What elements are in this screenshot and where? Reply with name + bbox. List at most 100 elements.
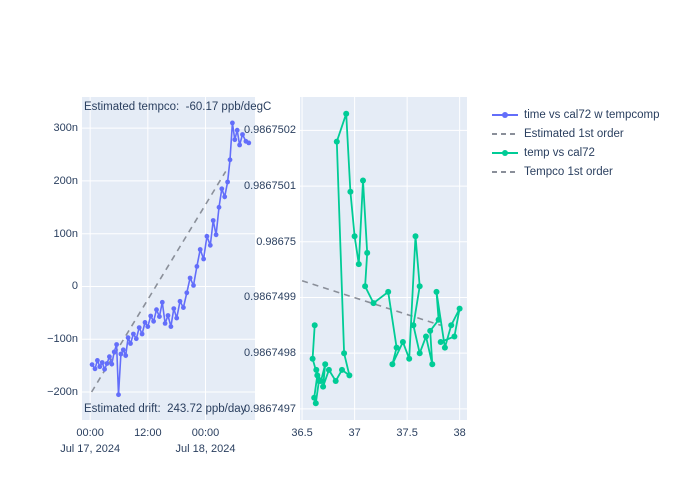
- marker-time-vs-cal72-w-tempcomp[interactable]: [89, 362, 95, 367]
- marker-time-vs-cal72-w-tempcomp[interactable]: [207, 242, 213, 248]
- marker-temp-vs-cal72[interactable]: [451, 333, 458, 340]
- marker-temp-vs-cal72[interactable]: [332, 378, 339, 384]
- marker-time-vs-cal72-w-tempcomp[interactable]: [246, 140, 252, 146]
- marker-time-vs-cal72-w-tempcomp[interactable]: [177, 298, 183, 304]
- marker-time-vs-cal72-w-tempcomp[interactable]: [240, 132, 245, 137]
- marker-temp-vs-cal72[interactable]: [433, 288, 440, 295]
- marker-time-vs-cal72-w-tempcomp[interactable]: [133, 336, 139, 342]
- marker-time-vs-cal72-w-tempcomp[interactable]: [174, 315, 180, 321]
- marker-temp-vs-cal72[interactable]: [385, 288, 392, 295]
- marker-time-vs-cal72-w-tempcomp[interactable]: [95, 358, 100, 363]
- marker-temp-vs-cal72[interactable]: [314, 372, 321, 379]
- temp-scatter-plot-area[interactable]: [300, 97, 467, 420]
- marker-temp-vs-cal72[interactable]: [309, 355, 316, 362]
- marker-time-vs-cal72-w-tempcomp[interactable]: [154, 307, 159, 313]
- marker-time-vs-cal72-w-tempcomp[interactable]: [131, 331, 136, 337]
- marker-time-vs-cal72-w-tempcomp[interactable]: [225, 179, 231, 185]
- trace-temp-vs-cal72[interactable]: [311, 113, 461, 404]
- marker-temp-vs-cal72[interactable]: [339, 366, 345, 373]
- marker-time-vs-cal72-w-tempcomp[interactable]: [197, 247, 203, 252]
- marker-time-vs-cal72-w-tempcomp[interactable]: [234, 127, 240, 133]
- marker-time-vs-cal72-w-tempcomp[interactable]: [104, 361, 110, 366]
- marker-time-vs-cal72-w-tempcomp[interactable]: [136, 325, 142, 330]
- marker-temp-vs-cal72[interactable]: [311, 322, 318, 329]
- marker-temp-vs-cal72[interactable]: [343, 110, 350, 117]
- marker-time-vs-cal72-w-tempcomp[interactable]: [118, 351, 124, 357]
- marker-time-vs-cal72-w-tempcomp[interactable]: [219, 186, 225, 192]
- marker-time-vs-cal72-w-tempcomp[interactable]: [151, 318, 156, 324]
- legend-item-time-vs-cal72-w-tempcomp[interactable]: time vs cal72 w tempcomp: [490, 105, 660, 124]
- marker-temp-vs-cal72[interactable]: [355, 261, 362, 268]
- marker-temp-vs-cal72[interactable]: [448, 322, 455, 329]
- marker-temp-vs-cal72[interactable]: [429, 361, 436, 368]
- trace-tempco-1st-order[interactable]: [301, 280, 441, 327]
- marker-time-vs-cal72-w-tempcomp[interactable]: [237, 142, 243, 148]
- marker-time-vs-cal72-w-tempcomp[interactable]: [232, 137, 238, 143]
- marker-time-vs-cal72-w-tempcomp[interactable]: [201, 256, 206, 262]
- legend-item-temp-vs-cal72[interactable]: temp vs cal72: [490, 143, 660, 162]
- time-series-plot-area[interactable]: [82, 97, 255, 420]
- marker-time-vs-cal72-w-tempcomp[interactable]: [222, 194, 228, 200]
- marker-temp-vs-cal72[interactable]: [313, 366, 320, 373]
- marker-temp-vs-cal72[interactable]: [322, 361, 329, 368]
- marker-temp-vs-cal72[interactable]: [364, 249, 371, 256]
- marker-time-vs-cal72-w-tempcomp[interactable]: [187, 275, 193, 281]
- marker-time-vs-cal72-w-tempcomp[interactable]: [116, 392, 121, 398]
- marker-time-vs-cal72-w-tempcomp[interactable]: [107, 354, 112, 360]
- marker-time-vs-cal72-w-tempcomp[interactable]: [210, 218, 216, 223]
- marker-time-vs-cal72-w-tempcomp[interactable]: [123, 353, 129, 358]
- marker-time-vs-cal72-w-tempcomp[interactable]: [99, 360, 105, 365]
- marker-time-vs-cal72-w-tempcomp[interactable]: [213, 232, 219, 238]
- marker-time-vs-cal72-w-tempcomp[interactable]: [165, 313, 171, 318]
- marker-time-vs-cal72-w-tempcomp[interactable]: [139, 331, 145, 337]
- marker-time-vs-cal72-w-tempcomp[interactable]: [216, 204, 222, 210]
- marker-temp-vs-cal72[interactable]: [312, 400, 319, 407]
- marker-temp-vs-cal72[interactable]: [406, 355, 413, 362]
- marker-time-vs-cal72-w-tempcomp[interactable]: [128, 341, 133, 346]
- marker-time-vs-cal72-w-tempcomp[interactable]: [204, 233, 210, 239]
- marker-time-vs-cal72-w-tempcomp[interactable]: [142, 320, 148, 325]
- marker-temp-vs-cal72[interactable]: [416, 283, 423, 290]
- marker-time-vs-cal72-w-tempcomp[interactable]: [120, 347, 126, 353]
- marker-time-vs-cal72-w-tempcomp[interactable]: [191, 283, 196, 288]
- marker-temp-vs-cal72[interactable]: [318, 378, 324, 384]
- marker-time-vs-cal72-w-tempcomp[interactable]: [230, 120, 235, 126]
- legend-item-tempco-1st-order[interactable]: Tempco 1st order: [490, 162, 660, 181]
- marker-temp-vs-cal72[interactable]: [441, 344, 448, 351]
- marker-temp-vs-cal72[interactable]: [437, 339, 444, 345]
- legend-item-estimated-1st-order[interactable]: Estimated 1st order: [490, 124, 660, 143]
- marker-temp-vs-cal72[interactable]: [351, 233, 358, 240]
- marker-time-vs-cal72-w-tempcomp[interactable]: [181, 305, 186, 310]
- marker-temp-vs-cal72[interactable]: [347, 188, 354, 195]
- marker-temp-vs-cal72[interactable]: [346, 372, 353, 379]
- marker-temp-vs-cal72[interactable]: [412, 233, 419, 240]
- marker-temp-vs-cal72[interactable]: [333, 138, 340, 145]
- marker-temp-vs-cal72[interactable]: [370, 300, 377, 307]
- marker-temp-vs-cal72[interactable]: [362, 283, 369, 290]
- marker-temp-vs-cal72[interactable]: [456, 305, 463, 312]
- marker-temp-vs-cal72[interactable]: [320, 383, 327, 390]
- marker-time-vs-cal72-w-tempcomp[interactable]: [162, 321, 168, 326]
- marker-temp-vs-cal72[interactable]: [423, 333, 429, 340]
- marker-temp-vs-cal72[interactable]: [360, 177, 366, 184]
- marker-temp-vs-cal72[interactable]: [311, 394, 318, 401]
- marker-time-vs-cal72-w-tempcomp[interactable]: [125, 335, 131, 341]
- marker-time-vs-cal72-w-tempcomp[interactable]: [157, 314, 162, 319]
- marker-time-vs-cal72-w-tempcomp[interactable]: [194, 264, 200, 269]
- marker-time-vs-cal72-w-tempcomp[interactable]: [159, 299, 165, 305]
- marker-time-vs-cal72-w-tempcomp[interactable]: [92, 366, 98, 372]
- marker-time-vs-cal72-w-tempcomp[interactable]: [145, 324, 151, 329]
- marker-temp-vs-cal72[interactable]: [393, 344, 400, 351]
- marker-temp-vs-cal72[interactable]: [416, 350, 423, 357]
- marker-temp-vs-cal72[interactable]: [325, 366, 332, 373]
- marker-temp-vs-cal72[interactable]: [427, 327, 434, 334]
- marker-temp-vs-cal72[interactable]: [410, 322, 417, 329]
- marker-time-vs-cal72-w-tempcomp[interactable]: [114, 342, 119, 347]
- marker-time-vs-cal72-w-tempcomp[interactable]: [109, 361, 115, 367]
- marker-time-vs-cal72-w-tempcomp[interactable]: [168, 324, 174, 329]
- marker-time-vs-cal72-w-tempcomp[interactable]: [97, 364, 103, 370]
- marker-temp-vs-cal72[interactable]: [389, 361, 396, 368]
- marker-time-vs-cal72-w-tempcomp[interactable]: [148, 313, 154, 319]
- marker-time-vs-cal72-w-tempcomp[interactable]: [102, 366, 107, 372]
- marker-time-vs-cal72-w-tempcomp[interactable]: [171, 306, 177, 311]
